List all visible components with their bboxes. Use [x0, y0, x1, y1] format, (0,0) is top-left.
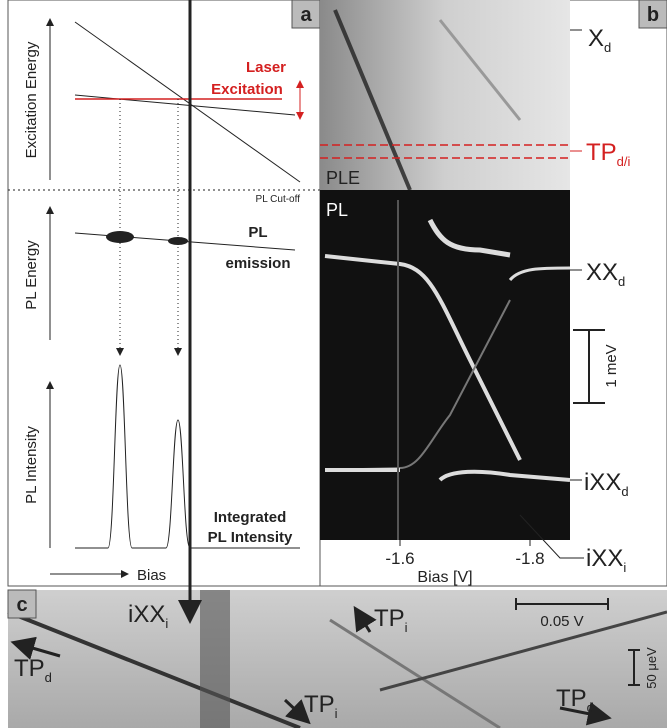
state-label: TPd/i	[586, 139, 631, 169]
state-label: TPd	[556, 685, 594, 715]
label-sub: d	[587, 700, 594, 715]
label-main: iXX	[128, 601, 165, 628]
label-main: iXX	[586, 545, 623, 572]
state-label: iXXi	[128, 601, 168, 631]
arrow	[353, 605, 377, 633]
arrow	[283, 698, 311, 725]
state-label: TPi	[374, 605, 408, 635]
label-sub: i	[165, 616, 168, 631]
pl-label: PL	[326, 200, 348, 220]
label-sub: d	[621, 484, 628, 499]
integrated-label: PL Intensity	[208, 529, 293, 546]
state-label: iXXd	[584, 469, 629, 499]
state-label: iXXi	[586, 545, 626, 575]
axis-label: Excitation Energy	[23, 41, 40, 158]
scale-bar	[515, 598, 609, 610]
state-label: TPi	[304, 691, 338, 721]
label-main: TP	[586, 139, 617, 166]
scale-label: 1 meV	[603, 344, 620, 387]
emission-peak	[106, 231, 134, 243]
panel-c-lines	[7, 590, 667, 728]
x-axis-label: Bias [V]	[417, 569, 472, 586]
laser-label: Laser	[246, 59, 286, 76]
emission-peak	[168, 237, 188, 245]
state-label: Xd	[588, 25, 611, 55]
arrow	[559, 701, 612, 726]
label-sub: i	[405, 620, 408, 635]
scale-bar	[573, 329, 605, 404]
pl-image	[320, 190, 570, 540]
cutoff-label: PL Cut-off	[256, 194, 301, 205]
label-sub: d	[604, 40, 611, 55]
integrated-label: Integrated	[214, 509, 287, 526]
panel-label: b	[647, 4, 659, 26]
state-label: TPd	[14, 655, 52, 685]
panel-c-image	[8, 590, 667, 728]
panel-label: a	[300, 4, 312, 26]
label-main: XX	[586, 259, 618, 286]
x-tick-label: -1.8	[515, 549, 544, 568]
scale-label: 0.05 V	[540, 613, 583, 630]
label-sub: d	[618, 274, 625, 289]
label-main: TP	[374, 605, 405, 632]
laser-label: Excitation	[211, 81, 283, 98]
emission-label: emission	[225, 255, 290, 272]
axis-label: PL Intensity	[23, 426, 40, 504]
label-sub: d/i	[617, 154, 631, 169]
bias-label: Bias	[137, 567, 166, 584]
pl-lines	[324, 200, 571, 540]
panel-label: c	[16, 594, 27, 616]
label-sub: d	[45, 670, 52, 685]
scale-label: 50 μeV	[644, 647, 659, 689]
label-main: TP	[304, 691, 335, 718]
state-label: XXd	[586, 259, 625, 289]
ple-line	[438, 19, 522, 121]
arrow	[10, 636, 61, 660]
axis-label: PL Energy	[23, 240, 40, 310]
label-box	[638, 0, 667, 29]
label-main: X	[588, 25, 604, 52]
pointer	[519, 514, 584, 559]
scale-bar	[628, 649, 640, 686]
label-box	[7, 589, 37, 619]
label-sub: i	[335, 706, 338, 721]
label-box	[291, 0, 321, 29]
label-main: TP	[14, 655, 45, 682]
ple-line	[333, 9, 412, 191]
x-tick-label: -1.6	[385, 549, 414, 568]
label-main: TP	[556, 685, 587, 712]
ple-label: PLE	[326, 168, 360, 188]
label-main: iXX	[584, 469, 621, 496]
label-sub: i	[623, 560, 626, 575]
emission-label: PL	[248, 224, 267, 241]
